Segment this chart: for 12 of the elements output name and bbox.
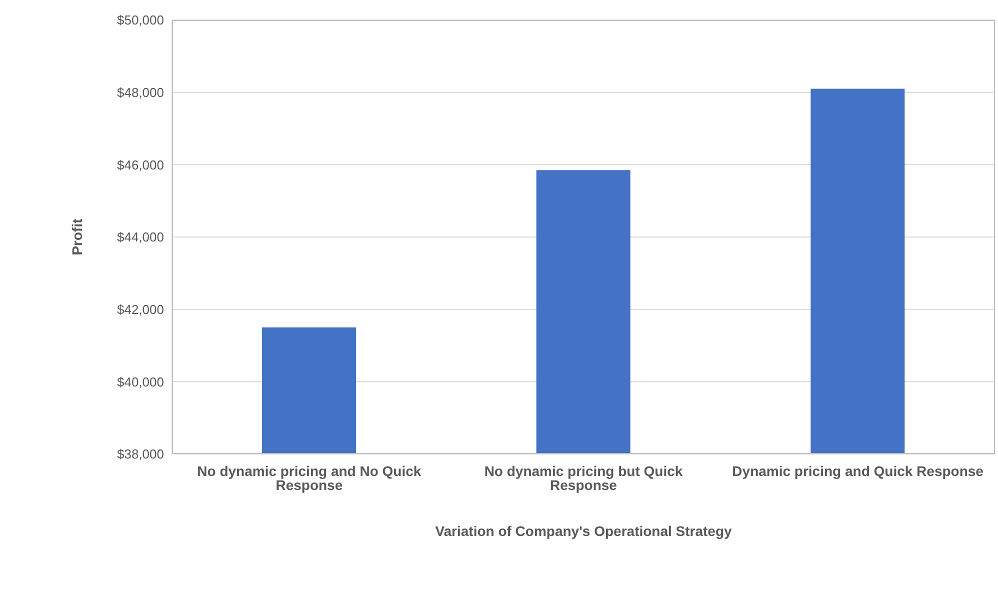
x-tick-label: No dynamic pricing but Quick Response (484, 462, 683, 493)
x-tick-label: Dynamic pricing and Quick Response (732, 462, 984, 479)
x-tick-label: No dynamic pricing and No Quick Response (197, 462, 422, 493)
y-tick-label: $38,000 (117, 446, 164, 462)
x-axis-title: Variation of Company's Operational Strategy (435, 523, 732, 539)
y-axis-title: Profit (68, 218, 85, 256)
y-tick-label: $50,000 (117, 12, 164, 28)
y-tick-label: $40,000 (117, 374, 164, 390)
y-tick-label: $42,000 (117, 302, 164, 317)
y-tick-label: $44,000 (117, 230, 164, 245)
y-tick-label: $46,000 (117, 157, 164, 172)
y-tick-label: $48,000 (117, 84, 164, 100)
